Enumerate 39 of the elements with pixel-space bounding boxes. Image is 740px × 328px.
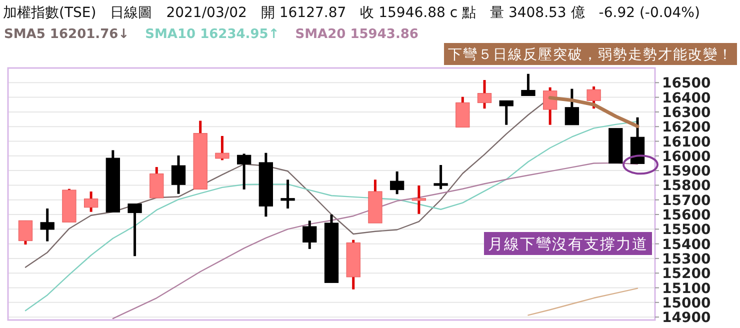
y-tick-label: 16000: [662, 148, 711, 165]
candlestick: [434, 164, 448, 190]
candlestick: [215, 134, 230, 162]
candlestick: [412, 184, 426, 216]
candlestick: [390, 170, 404, 196]
y-tick-label: 15200: [662, 266, 711, 282]
candlestick: [171, 154, 186, 196]
y-tick-label: 15800: [662, 178, 711, 194]
candlestick: [280, 178, 295, 210]
candlestick: [128, 202, 142, 258]
candlestick: [586, 85, 601, 110]
y-tick-label: 14900: [662, 310, 711, 326]
y-tick-label: 16500: [662, 76, 711, 92]
y-tick-label: 15100: [662, 280, 711, 297]
annotation: 下彎５日線反壓突破，弱勢走勢才能改變！: [444, 43, 737, 65]
y-tick-label: 15900: [662, 164, 711, 180]
candlestick: [521, 72, 536, 97]
y-tick-label: 15600: [662, 208, 711, 224]
y-tick-label: 15000: [662, 295, 711, 312]
candlestick: [18, 219, 33, 246]
y-tick-label: 15700: [662, 192, 711, 209]
y-tick-label: 15400: [662, 236, 711, 253]
y-tick-label: 16200: [662, 120, 711, 136]
candlestick: [40, 207, 54, 243]
y-tick-label: 16100: [662, 134, 711, 150]
candlestick: [236, 152, 252, 191]
y-tick-label: 16300: [662, 104, 711, 121]
title: 加權指數(TSE) 日線圖 2021/03/02 開 16127.87 收 15946.88 c 點 量 3408.53 億 -6.92 (-0.04%): [3, 5, 700, 21]
candlestick: [84, 190, 98, 214]
candlestick: [477, 78, 492, 110]
y-tick-label: 15300: [662, 251, 711, 268]
y-tick-label: 16400: [662, 90, 711, 106]
legend: SMA5 16201.76↓ SMA10 16234.95↑ SMA20 15943.86: [4, 27, 418, 42]
candlestick: [499, 99, 514, 126]
annotation: 月線下彎沒有支撐力道: [488, 235, 648, 253]
y-tick-label: 15500: [662, 222, 711, 238]
candlestick: [302, 219, 317, 250]
annotation: 月線下彎沒有支撐力道: [484, 232, 652, 255]
candlestick: [564, 88, 580, 126]
